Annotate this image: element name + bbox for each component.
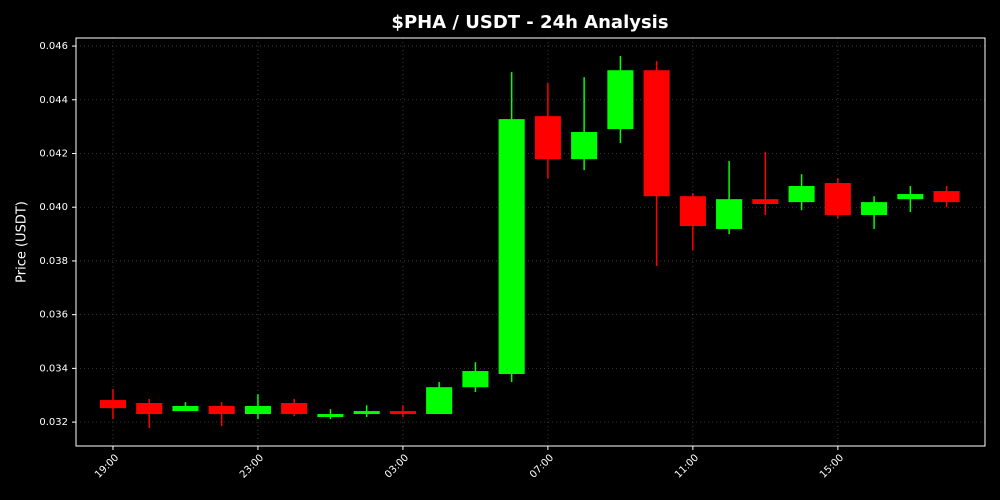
candle-body [933,191,960,203]
candle-body [571,132,598,160]
candle-body [99,400,127,409]
candle-body [281,403,308,415]
y-tick-label: 0.040 [39,202,68,213]
candle-body [498,119,525,375]
candle-body [136,403,163,415]
y-axis-label: Price (USDT) [15,201,30,283]
candles [99,55,960,429]
candle-body [752,199,779,204]
y-tick-label: 0.036 [39,310,68,321]
candle-body [208,405,235,415]
candle-body [643,70,670,197]
y-tick-label: 0.042 [39,148,68,159]
y-tick-label: 0.046 [39,41,68,52]
candle-body [824,183,851,216]
candle-body [607,70,634,130]
plot-frame [75,37,986,447]
candle-body [426,387,453,415]
candle-body [861,202,888,216]
candle-body [897,194,924,200]
y-tick-label: 0.032 [39,417,68,428]
y-tick-label: 0.034 [39,363,68,374]
candle-body [679,196,706,227]
candle-body [534,116,561,160]
candle-body [788,185,815,203]
candle-body [317,414,344,417]
candle-body [462,371,489,388]
chart-title: $PHA / USDT - 24h Analysis [391,12,668,33]
candle-body [353,411,380,415]
candle-body [244,405,271,415]
y-tick-label: 0.044 [39,95,68,106]
candle-body [389,411,416,415]
candle-body [172,405,199,412]
candle-body [716,199,743,229]
y-tick-label: 0.038 [39,256,68,267]
